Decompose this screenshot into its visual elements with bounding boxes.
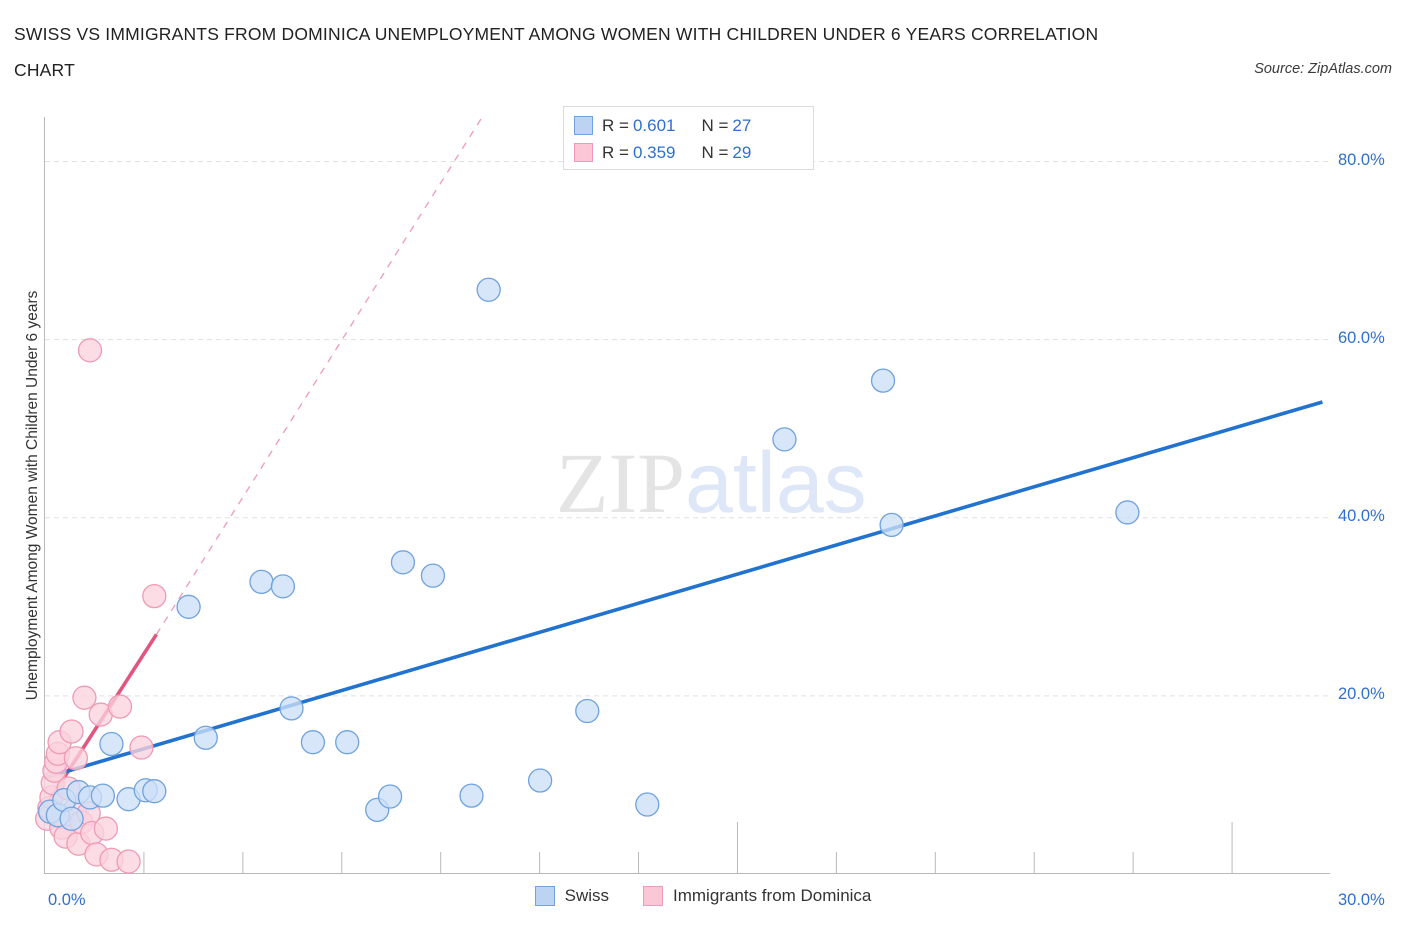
dominica-color-swatch-icon [574, 143, 593, 162]
data-point [335, 730, 360, 755]
series-legend: Swiss Immigrants from Dominica [0, 886, 1406, 906]
data-point [176, 594, 201, 619]
data-point [879, 512, 904, 538]
data-point [142, 583, 167, 609]
gridlines [45, 161, 1331, 697]
y-axis-tick-label: 80.0% [1338, 150, 1385, 169]
swiss-n-label: N = [701, 115, 729, 135]
data-point [59, 719, 84, 744]
data-point [476, 277, 501, 302]
swiss-n-value: 27 [732, 115, 752, 135]
plot-svg [34, 116, 1331, 874]
data-point [459, 783, 484, 808]
data-point [279, 696, 304, 721]
data-point [249, 569, 274, 595]
data-point [63, 746, 89, 771]
correlation-stats-box: R = 0.601 N = 27 R = 0.359 N = 29 [563, 106, 814, 170]
data-point [72, 685, 97, 710]
x-axis-min-label: 0.0% [48, 891, 86, 909]
legend-item-swiss[interactable]: Swiss [534, 886, 610, 906]
data-point [93, 816, 119, 841]
data-point [142, 779, 167, 804]
data-point [575, 698, 600, 724]
legend-label-swiss: Swiss [564, 886, 610, 905]
x-axis-ticks [143, 822, 1233, 874]
data-point [527, 768, 553, 793]
legend-item-dominica[interactable]: Immigrants from Dominica [643, 886, 871, 906]
data-point [107, 694, 133, 719]
swiss-legend-swatch-icon [534, 886, 555, 906]
stats-row-dominica: R = 0.359 N = 29 [574, 139, 803, 166]
data-point [116, 849, 141, 874]
y-axis-tick-label: 60.0% [1338, 328, 1385, 347]
dominica-r-label: R = [602, 142, 629, 162]
dominica-r-value: 0.359 [632, 142, 676, 162]
data-point [772, 427, 797, 452]
data-point [377, 784, 403, 809]
swiss-r-label: R = [602, 115, 629, 135]
data-point [193, 725, 218, 750]
data-point [635, 792, 660, 817]
data-point [59, 806, 84, 831]
scatter-plot-area [34, 116, 1331, 874]
y-axis-title: Unemployment Among Women with Children U… [24, 290, 41, 701]
y-axis-tick-label: 40.0% [1338, 506, 1385, 525]
y-axis-tick-label: 20.0% [1338, 684, 1385, 703]
stats-row-swiss: R = 0.601 N = 27 [574, 112, 803, 139]
chart-title-line-2: CHART [14, 60, 75, 80]
x-axis-max-label: 30.0% [1338, 891, 1385, 909]
data-point [90, 783, 116, 808]
dominica-n-label: N = [701, 142, 729, 162]
dominica-n-value: 29 [732, 142, 752, 162]
swiss-r-value: 0.601 [632, 115, 676, 135]
legend-label-dominica: Immigrants from Dominica [673, 886, 872, 905]
chart-title-line-1: SWISS VS IMMIGRANTS FROM DOMINICA UNEMPL… [14, 24, 1099, 44]
source-attribution: Source: ZipAtlas.com [1254, 61, 1392, 77]
data-point [1115, 500, 1140, 525]
data-point [300, 730, 326, 755]
data-point [99, 731, 124, 757]
dominica-legend-swatch-icon [643, 886, 664, 906]
trend-lines [43, 116, 1323, 809]
data-point [77, 338, 103, 363]
data-point [129, 735, 154, 760]
data-point [270, 574, 296, 599]
data-point [870, 368, 896, 393]
data-point [390, 550, 416, 575]
data-points-swiss [37, 277, 1140, 831]
swiss-color-swatch-icon [574, 116, 593, 135]
data-point [420, 563, 446, 588]
